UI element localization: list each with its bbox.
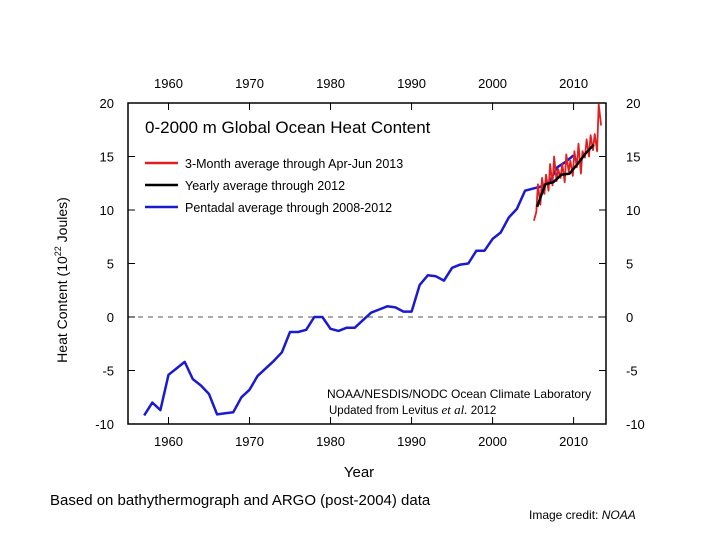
legend: 3-Month average through Apr-Jun 2013 Yea… [145, 157, 403, 215]
y-tick-label-left: 20 [100, 96, 114, 111]
plot-frame [127, 102, 607, 425]
y-tick-label-right: 20 [626, 96, 640, 111]
y-tick-label-right: 10 [626, 203, 640, 218]
annotation-prefix: Updated from Levitus [329, 405, 442, 417]
annotation-line-1: NOAA/NESDIS/NODC Ocean Climate Laborator… [327, 387, 591, 401]
y-tick-label-right: 0 [626, 310, 633, 325]
series-3month-line [533, 103, 602, 221]
tick-layer: 1960196019701970198019801990199020002000… [95, 76, 645, 449]
y-tick-label-left: 15 [100, 150, 114, 165]
y-tick-label-right: -10 [626, 417, 645, 432]
annotation-suffix: 2012 [468, 405, 497, 417]
x-tick-label-top: 2010 [559, 76, 588, 91]
y-tick-label-right: -5 [626, 364, 638, 379]
image-credit-prefix: Image credit: [529, 508, 602, 522]
x-tick-label-top: 1990 [397, 76, 426, 91]
annotation-italic: et al. [442, 402, 468, 417]
y-axis-label-prefix: Heat Content (10 [54, 256, 70, 363]
y-axis-label: Heat Content (1022 Joules) [53, 197, 70, 363]
image-credit-name: NOAA [601, 508, 636, 522]
legend-label-pentadal: Pentadal average through 2008-2012 [185, 201, 392, 215]
series-pentadal-line [143, 154, 575, 417]
y-tick-label-right: 15 [626, 150, 640, 165]
image-credit: Image credit: NOAA [529, 508, 636, 522]
y-tick-label-left: -5 [102, 364, 114, 379]
series-layer [143, 103, 602, 417]
y-tick-label-left: 0 [107, 310, 114, 325]
x-tick-label-top: 1980 [316, 76, 345, 91]
y-axis-label-suffix: Joules) [54, 197, 70, 246]
x-axis-label: Year [344, 464, 374, 481]
x-tick-label-bottom: 1990 [397, 434, 426, 449]
y-tick-label-left: -10 [95, 417, 114, 432]
y-tick-label-left: 5 [107, 257, 114, 272]
source-note: Based on bathythermograph and ARGO (post… [50, 492, 431, 509]
y-tick-label-right: 5 [626, 257, 633, 272]
x-tick-label-bottom: 1960 [154, 434, 183, 449]
x-tick-label-top: 2000 [478, 76, 507, 91]
x-tick-label-bottom: 2010 [559, 434, 588, 449]
legend-label-yearly: Yearly average through 2012 [185, 179, 345, 193]
x-tick-label-bottom: 2000 [478, 434, 507, 449]
y-tick-label-left: 10 [100, 203, 114, 218]
chart-title: 0-2000 m Global Ocean Heat Content [145, 118, 431, 137]
y-axis-label-exp: 22 [53, 246, 63, 256]
x-tick-label-top: 1960 [154, 76, 183, 91]
x-tick-label-bottom: 1980 [316, 434, 345, 449]
series-yearly-line [535, 143, 595, 208]
x-tick-label-bottom: 1970 [235, 434, 264, 449]
annotation-line-2: Updated from Levitus et al. 2012 [329, 402, 496, 417]
legend-label-3month: 3-Month average through Apr-Jun 2013 [185, 157, 403, 171]
x-tick-label-top: 1970 [235, 76, 264, 91]
